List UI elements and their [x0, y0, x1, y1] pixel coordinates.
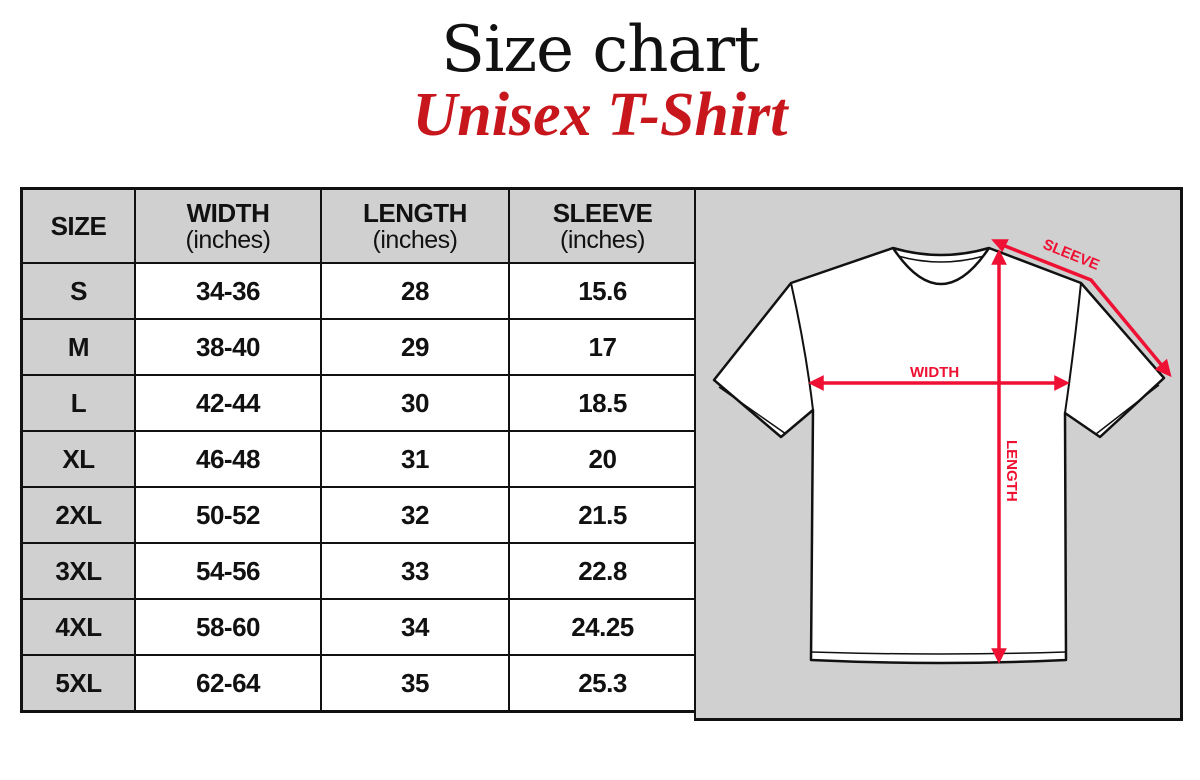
length-cell: 34	[320, 598, 510, 656]
width-cell: 54-56	[134, 542, 322, 600]
size-cell: 5XL	[20, 654, 136, 713]
collar	[891, 247, 991, 286]
length-cell: 30	[320, 374, 510, 432]
page-subtitle: Unisex T-Shirt	[412, 81, 788, 149]
size-cell: L	[20, 374, 136, 432]
width-cell: 58-60	[134, 598, 322, 656]
sleeve-cell: 22.8	[508, 542, 698, 600]
table-row: S 34-36 28 15.6	[20, 262, 698, 320]
length-arrowhead-bottom	[991, 648, 1007, 664]
width-cell: 34-36	[134, 262, 322, 320]
width-cell: 42-44	[134, 374, 322, 432]
width-cell: 46-48	[134, 430, 322, 488]
length-arrowhead-top	[991, 249, 1007, 265]
header-length: LENGTH (inches)	[320, 187, 510, 264]
table-row: 5XL 62-64 35 25.3	[20, 654, 698, 713]
armhole-left	[790, 282, 814, 411]
collar-inner	[897, 255, 985, 263]
tshirt-illustration: WIDTH LENGTH SLEEVE	[712, 236, 1172, 665]
sleeve-arrowhead-bottom	[1154, 358, 1172, 378]
page-title: Size chart	[441, 13, 760, 87]
width-arrowhead-left	[808, 375, 824, 391]
sleeve-cell: 25.3	[508, 654, 698, 713]
length-cell: 33	[320, 542, 510, 600]
header-unit: (inches)	[560, 225, 645, 254]
size-cell: S	[20, 262, 136, 320]
header-width: WIDTH (inches)	[134, 187, 322, 264]
sleeve-cell: 15.6	[508, 262, 698, 320]
header-size: SIZE	[20, 187, 136, 264]
table-row: 3XL 54-56 33 22.8	[20, 542, 698, 600]
header-label: SIZE	[50, 211, 107, 241]
sleeve-cell: 18.5	[508, 374, 698, 432]
header-unit: (inches)	[372, 225, 458, 254]
length-cell: 31	[320, 430, 510, 488]
sleeve-label: SLEEVE	[1041, 236, 1102, 274]
sleeve-cell: 20	[508, 430, 698, 488]
table-row: 4XL 58-60 34 24.25	[20, 598, 698, 656]
table-row: 2XL 50-52 32 21.5	[20, 486, 698, 544]
width-cell: 50-52	[134, 486, 322, 544]
header-label: WIDTH	[186, 197, 270, 228]
header-unit: (inches)	[185, 225, 271, 254]
sleeve-hem-left	[718, 386, 787, 435]
size-cell: 2XL	[20, 486, 136, 544]
size-cell: M	[20, 318, 136, 376]
sleeve-cell: 21.5	[508, 486, 698, 544]
header-label: LENGTH	[363, 197, 467, 228]
sleeve-arrowhead-top	[991, 239, 1009, 253]
sleeve-cell: 17	[508, 318, 698, 376]
table-row: M 38-40 29 17	[20, 318, 698, 376]
size-cell: 4XL	[20, 598, 136, 656]
size-cell: 3XL	[20, 542, 136, 600]
length-cell: 32	[320, 486, 510, 544]
size-cell: XL	[20, 430, 136, 488]
width-cell: 38-40	[134, 318, 322, 376]
table-header-row: SIZE WIDTH (inches) LENGTH (inches) SLEEVE…	[20, 187, 698, 264]
header-label: SLEEVE	[552, 197, 653, 228]
header-sleeve: SLEEVE (inches)	[508, 187, 698, 264]
length-cell: 28	[320, 262, 510, 320]
length-cell: 35	[320, 654, 510, 713]
sleeve-hem-right	[1095, 384, 1160, 435]
width-label: WIDTH	[910, 364, 959, 381]
sleeve-arrow	[999, 242, 1166, 370]
table-row: XL 46-48 31 20	[20, 430, 698, 488]
armhole-right	[1064, 282, 1082, 414]
hem-line	[810, 651, 1067, 655]
sleeve-cell: 24.25	[508, 598, 698, 656]
length-cell: 29	[320, 318, 510, 376]
width-cell: 62-64	[134, 654, 322, 713]
width-arrowhead-right	[1054, 375, 1070, 391]
size-table: SIZE WIDTH (inches) LENGTH (inches) SLEEVE…	[20, 187, 698, 713]
length-label: LENGTH	[1003, 440, 1020, 502]
tshirt-outline	[712, 246, 1166, 665]
tshirt-diagram: WIDTH LENGTH SLEEVE	[694, 187, 1183, 721]
table-row: L 42-44 30 18.5	[20, 374, 698, 432]
